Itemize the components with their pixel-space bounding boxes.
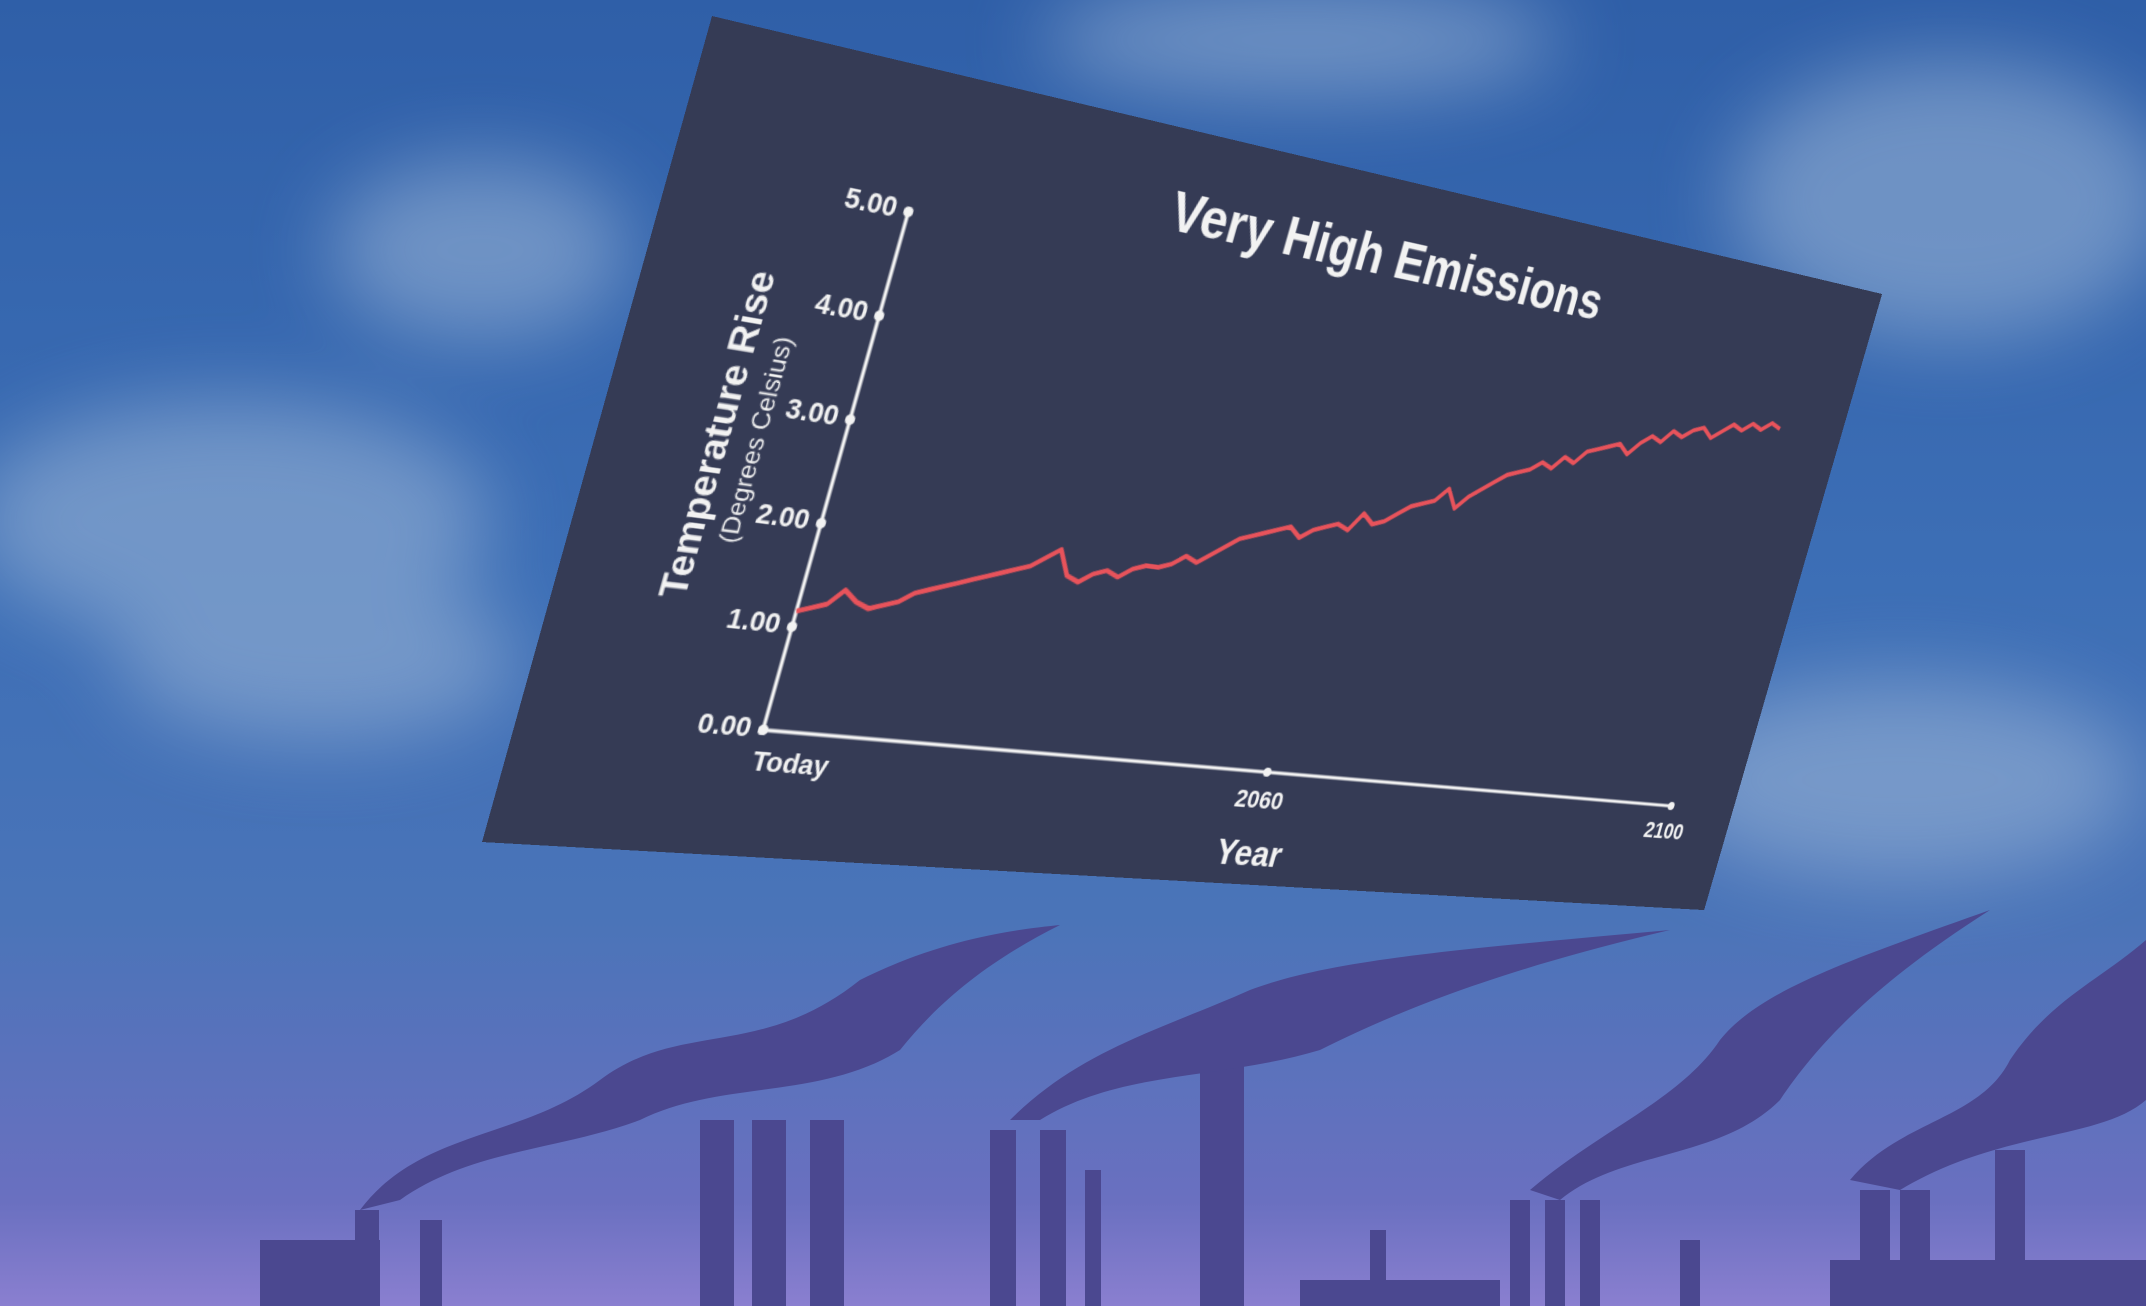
factory-silhouette bbox=[260, 910, 2146, 1306]
y-tick-label: 1.00 bbox=[723, 602, 785, 639]
slide-background bbox=[482, 16, 1883, 911]
y-tick-label: 0.00 bbox=[694, 707, 756, 743]
x-tick-label: Today bbox=[748, 745, 833, 781]
x-tick-label: 2100 bbox=[1641, 817, 1686, 845]
y-tick-label: 2.00 bbox=[753, 497, 814, 535]
clouds bbox=[0, 0, 2146, 880]
x-tick-label: 2060 bbox=[1232, 784, 1287, 815]
x-axis-label: Year bbox=[1210, 831, 1287, 875]
y-tick-label: 3.00 bbox=[782, 392, 843, 431]
